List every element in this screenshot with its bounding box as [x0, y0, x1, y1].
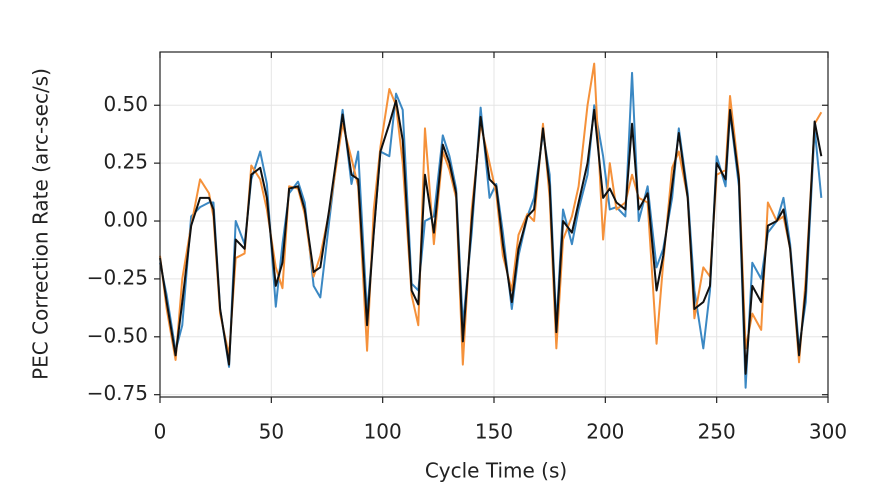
- x-tick-label: 200: [586, 420, 624, 444]
- x-tick-label: 50: [259, 420, 284, 444]
- line-series: [159, 71, 823, 389]
- line-series: [159, 99, 823, 375]
- y-tick-label: 0.00: [103, 208, 148, 232]
- x-tick-label: 300: [809, 420, 847, 444]
- y-tick-label: 0.25: [103, 150, 148, 174]
- x-tick-label: 0: [154, 420, 167, 444]
- x-tick-label: 150: [475, 420, 513, 444]
- x-tick-label: 100: [364, 420, 402, 444]
- y-tick-label: −0.50: [87, 323, 148, 347]
- x-axis-label: Cycle Time (s): [425, 459, 567, 483]
- y-axis-label: PEC Correction Rate (arc-sec/s): [29, 68, 53, 380]
- y-tick-label: 0.50: [103, 92, 148, 116]
- x-tick-label: 250: [698, 420, 736, 444]
- plot-frame: [159, 51, 829, 398]
- y-tick-label: −0.25: [87, 265, 148, 289]
- line-series: [159, 62, 823, 366]
- y-tick-label: −0.75: [87, 381, 148, 405]
